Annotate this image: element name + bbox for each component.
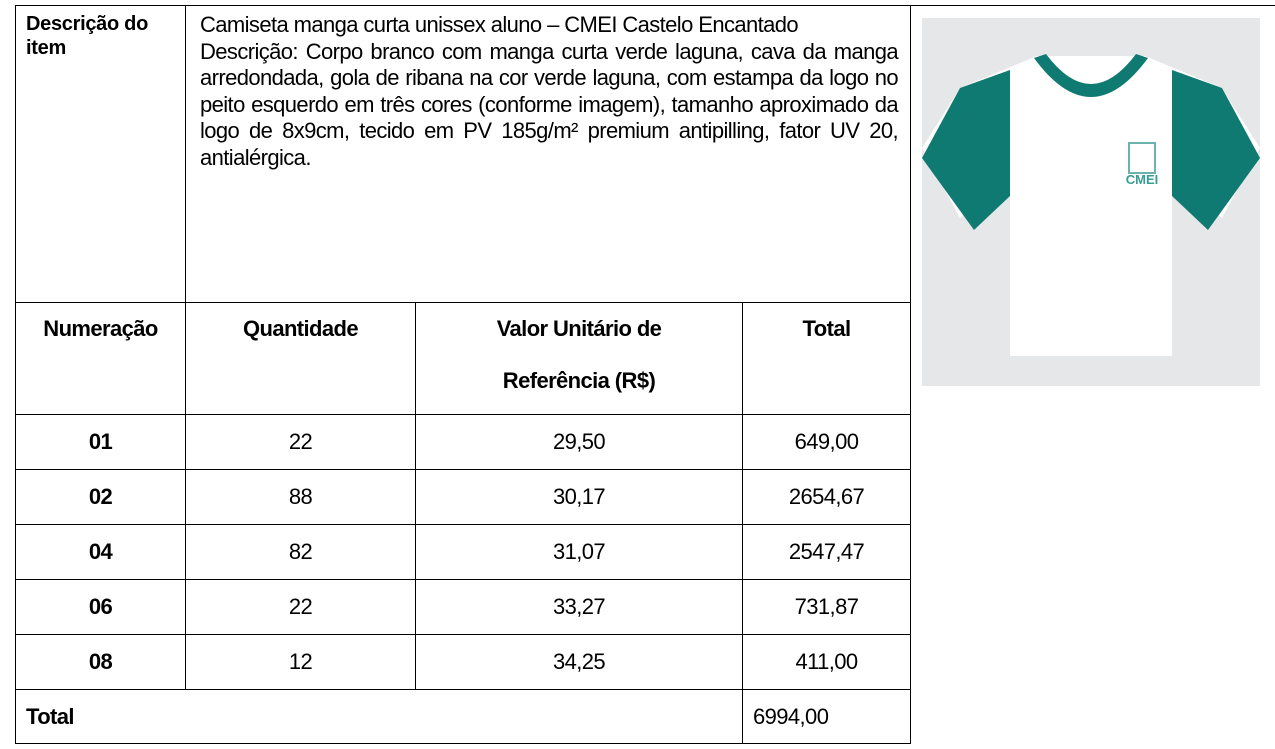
logo-building (1128, 142, 1156, 174)
cell: 82 (185, 524, 416, 580)
header-cell: Total (741, 302, 912, 415)
cell: 411,00 (741, 634, 912, 690)
cell: 06 (15, 579, 186, 635)
tshirt-image: CMEI (922, 18, 1260, 386)
item-table: Descrição do item Camiseta manga curta u… (15, 5, 912, 744)
data-row: 01 22 29,50 649,00 (15, 414, 912, 470)
logo-text: CMEI (1126, 172, 1159, 187)
cell: 29,50 (415, 414, 743, 470)
header-cell: Quantidade (185, 302, 416, 415)
item-description: Descrição: Corpo branco com manga curta … (200, 38, 899, 170)
cell: 31,07 (415, 524, 743, 580)
data-row: 06 22 33,27 731,87 (15, 579, 912, 635)
item-description-cell: Camiseta manga curta unissex aluno – CME… (184, 5, 912, 303)
item-name: Camiseta manga curta unissex aluno – CME… (200, 12, 799, 37)
left-sleeve (922, 70, 1010, 230)
header-row: Numeração Quantidade Valor Unitário de Ref… (15, 302, 912, 415)
cell: 2654,67 (741, 469, 912, 525)
cell: 02 (15, 469, 186, 525)
total-label: Total (15, 689, 743, 744)
cell: 731,87 (741, 579, 912, 635)
collar (1034, 54, 1148, 97)
cell: 22 (185, 579, 416, 635)
description-row: Descrição do item Camiseta manga curta u… (15, 5, 912, 303)
cell: 33,27 (415, 579, 743, 635)
total-value: 6994,00 (741, 689, 912, 744)
cell: 30,17 (415, 469, 743, 525)
cell: 22 (185, 414, 416, 470)
item-label: Descrição do item (15, 5, 186, 303)
data-row: 08 12 34,25 411,00 (15, 634, 912, 690)
cell: 34,25 (415, 634, 743, 690)
cell: 04 (15, 524, 186, 580)
right-sleeve (1172, 70, 1260, 230)
cell: 649,00 (741, 414, 912, 470)
cell: 2547,47 (741, 524, 912, 580)
cell: 01 (15, 414, 186, 470)
total-row: Total 6994,00 (15, 689, 912, 744)
data-row: 02 88 30,17 2654,67 (15, 469, 912, 525)
cell: 88 (185, 469, 416, 525)
header-cell: Numeração (15, 302, 186, 415)
cell: 12 (185, 634, 416, 690)
data-row: 04 82 31,07 2547,47 (15, 524, 912, 580)
cell: 08 (15, 634, 186, 690)
header-cell: Valor Unitário de Referência (R$) (415, 302, 743, 415)
